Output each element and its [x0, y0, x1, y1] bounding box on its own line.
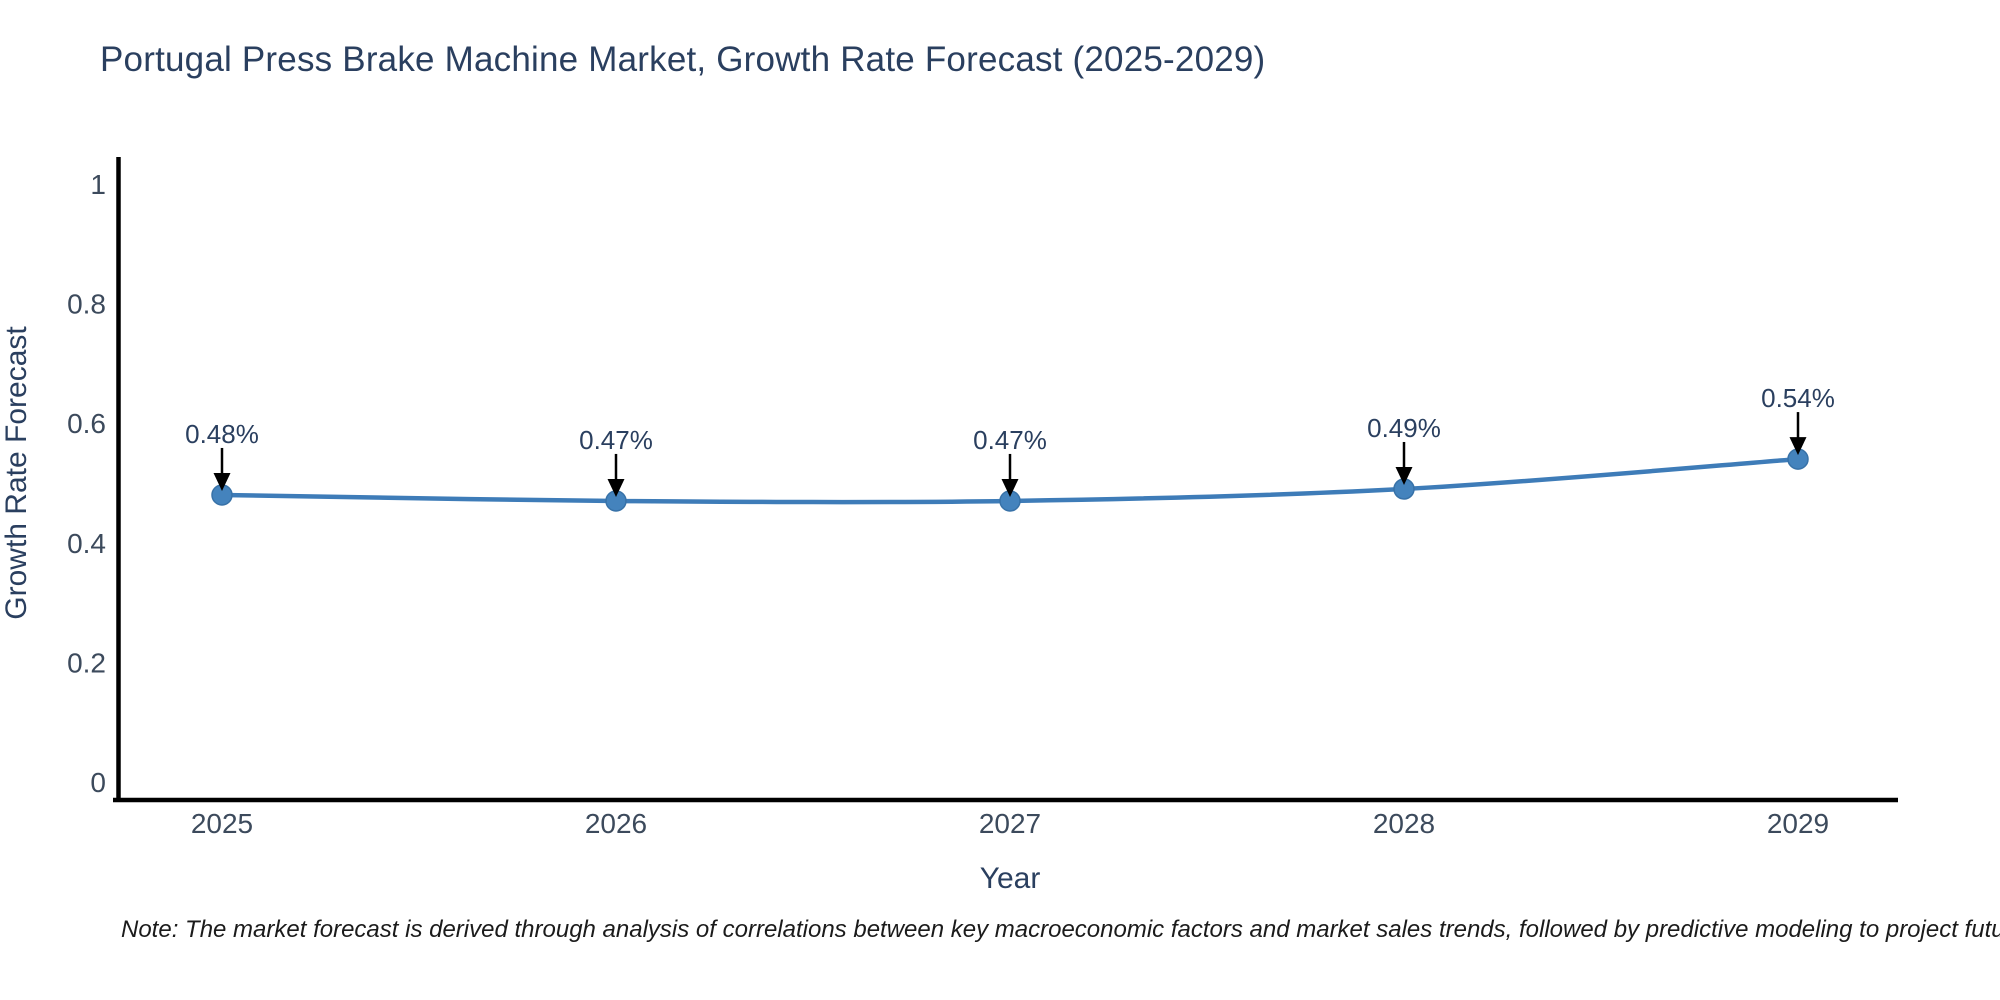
chart-title: Portugal Press Brake Machine Market, Gro… [100, 40, 1266, 79]
annotation-arrow-head [607, 478, 625, 497]
x-axis-title: Year [980, 862, 1041, 895]
annotation-arrow-head [1395, 466, 1413, 485]
annotation-label: 0.47% [973, 425, 1047, 455]
y-tick-label: 0.2 [67, 647, 106, 678]
annotation-label: 0.48% [185, 419, 259, 449]
x-tick-label: 2029 [1767, 808, 1829, 839]
annotation-arrow-head [1789, 437, 1807, 456]
annotation-label: 0.54% [1761, 383, 1835, 413]
y-tick-label: 0.4 [67, 528, 106, 559]
annotation-label: 0.47% [579, 425, 653, 455]
y-tick-label: 1 [90, 169, 106, 200]
annotation-arrow-head [213, 472, 231, 491]
x-tick-label: 2026 [585, 808, 647, 839]
x-tick-label: 2028 [1373, 808, 1435, 839]
y-tick-label: 0 [90, 767, 106, 798]
y-axis-title: Growth Rate Forecast [0, 326, 33, 620]
annotation-label: 0.49% [1367, 413, 1441, 443]
annotation-arrow-head [1001, 478, 1019, 497]
y-tick-label: 0.8 [67, 289, 106, 320]
x-tick-label: 2025 [191, 808, 253, 839]
y-tick-label: 0.6 [67, 408, 106, 439]
footnote: Note: The market forecast is derived thr… [121, 916, 2000, 943]
x-tick-label: 2027 [979, 808, 1041, 839]
